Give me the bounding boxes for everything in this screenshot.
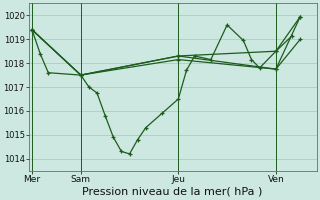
X-axis label: Pression niveau de la mer( hPa ): Pression niveau de la mer( hPa ) [83, 187, 263, 197]
